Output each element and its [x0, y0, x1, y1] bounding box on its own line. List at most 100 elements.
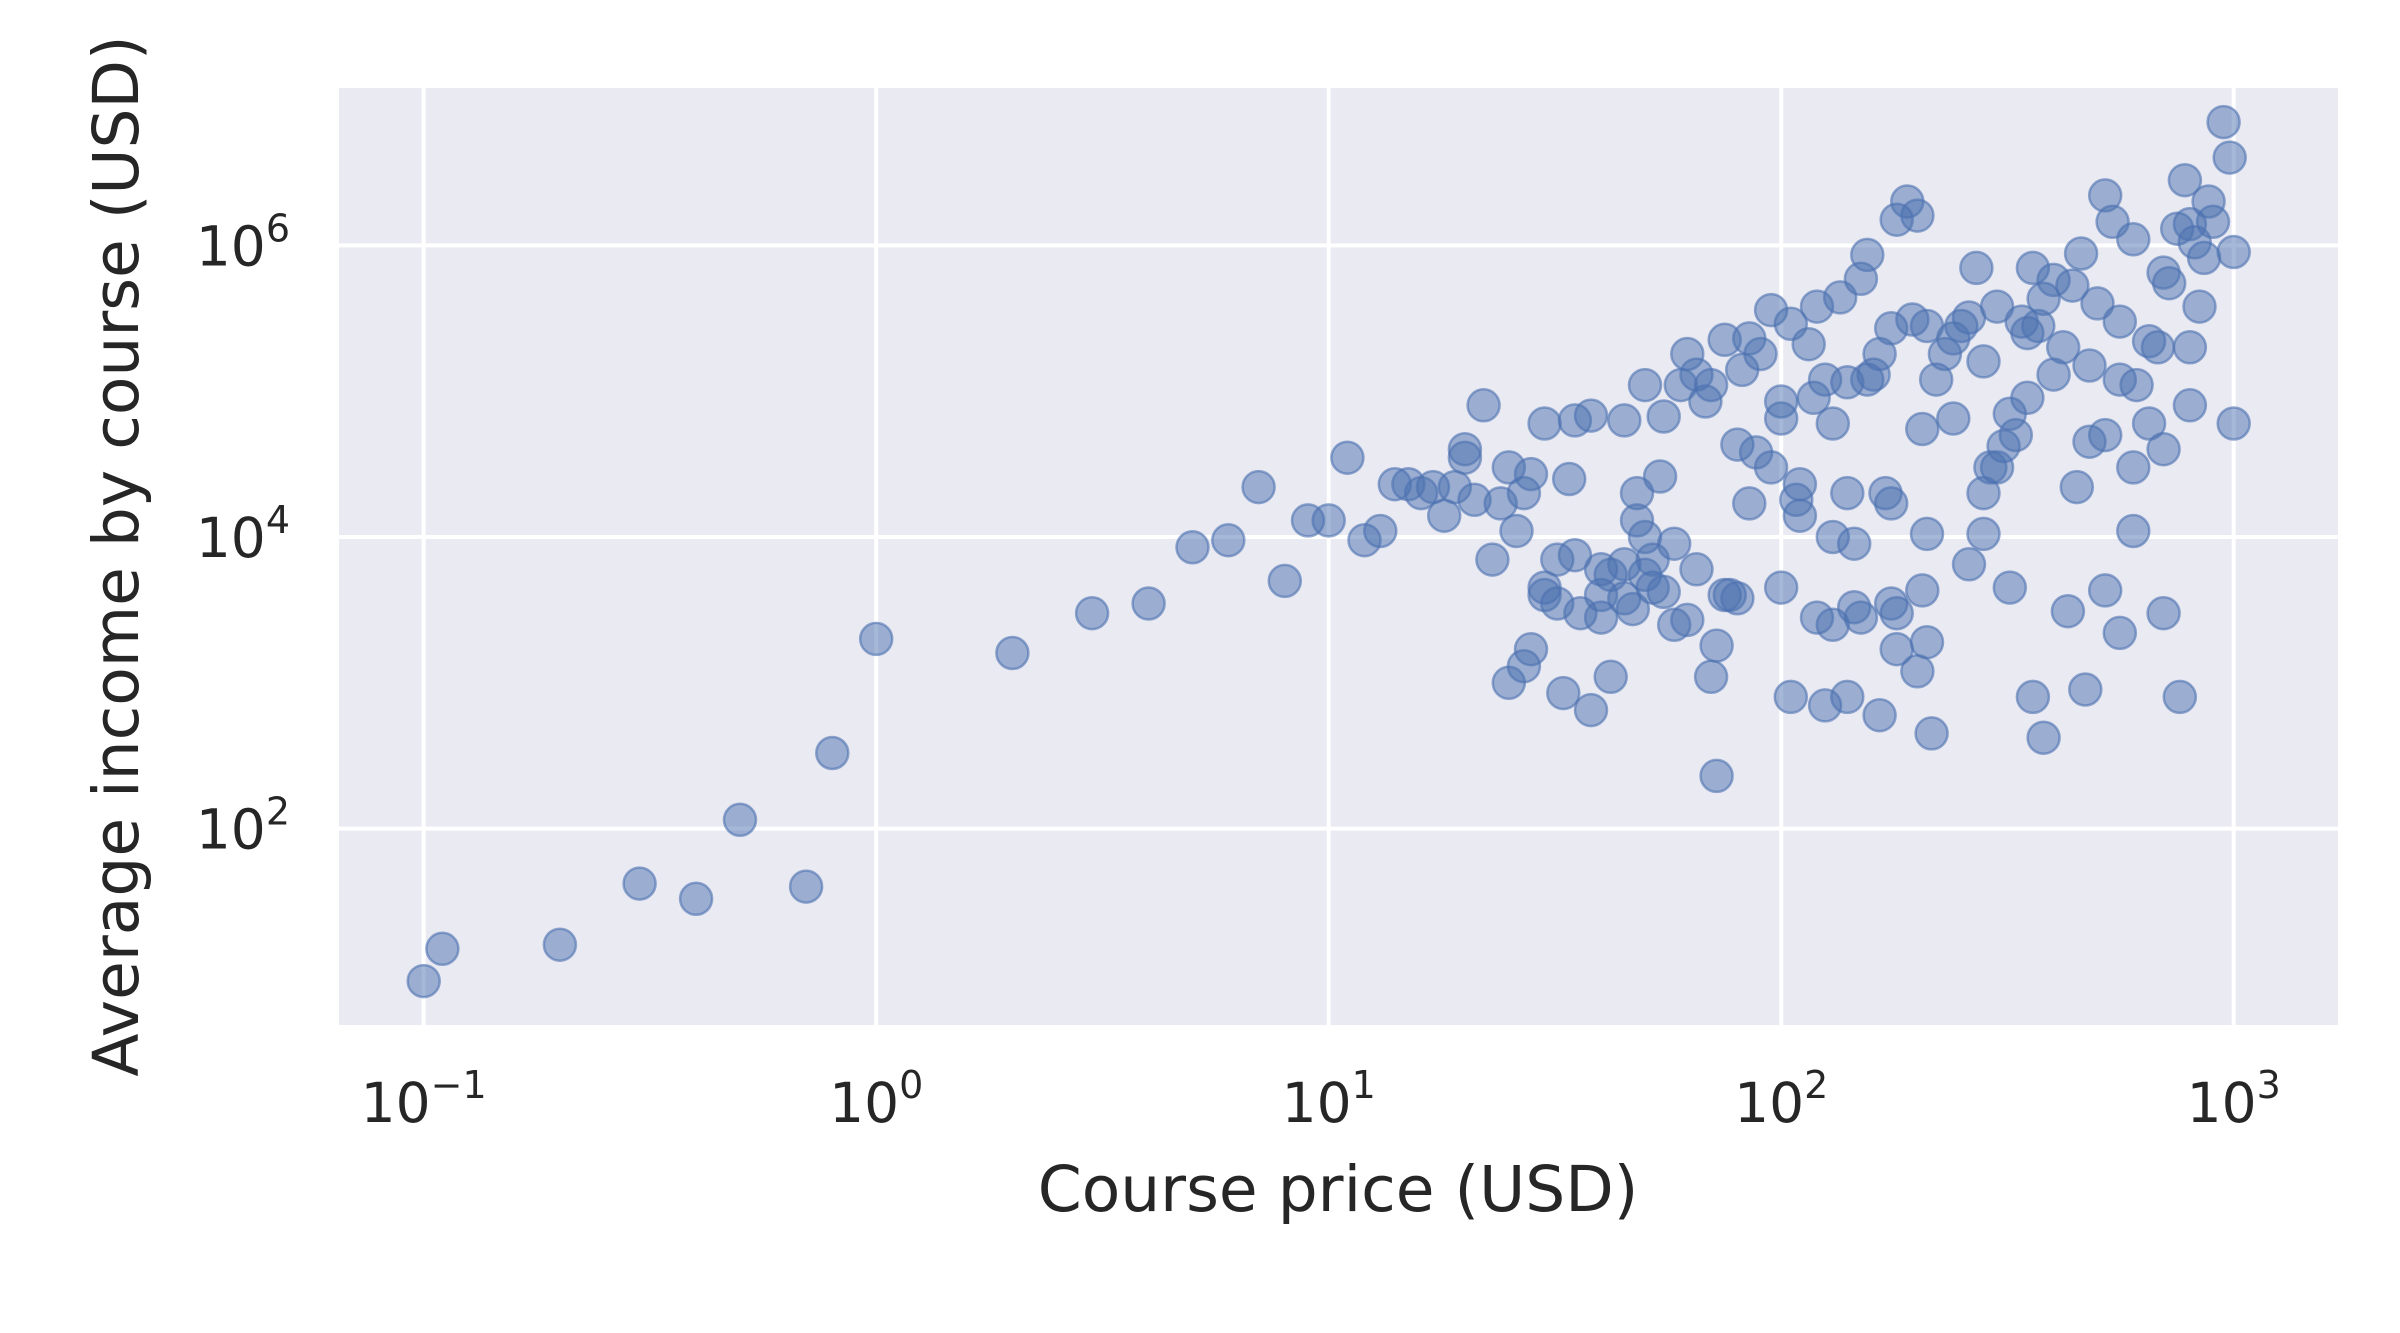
data-point [1513, 456, 1549, 492]
data-point [2151, 265, 2187, 301]
data-point [1311, 503, 1346, 538]
data-point [1959, 250, 1994, 286]
x-axis-label: Course price (USD) [1038, 1153, 1639, 1226]
data-point [1909, 624, 1945, 660]
data-point [1992, 570, 2028, 605]
data-point [1557, 537, 1593, 573]
data-point [1879, 595, 1914, 631]
data-point [1583, 600, 1619, 635]
data-point [2182, 289, 2217, 324]
data-point [1175, 530, 1210, 565]
data-point [2172, 330, 2208, 365]
data-point [2216, 406, 2251, 441]
data-point [1241, 469, 1276, 505]
data-point [1773, 679, 1809, 715]
data-point [815, 735, 850, 771]
data-point [1699, 628, 1734, 663]
data-point [1646, 574, 1681, 610]
data-point [2186, 240, 2222, 276]
data-point [858, 621, 894, 657]
data-points [406, 104, 2251, 999]
data-point [1679, 552, 1714, 587]
data-point [1763, 384, 1799, 419]
data-point [1615, 591, 1651, 627]
data-point [1074, 595, 1110, 631]
data-point [1447, 440, 1483, 475]
data-point [1732, 486, 1767, 521]
data-point [2116, 513, 2151, 549]
data-point [2010, 380, 2045, 416]
data-point [1791, 326, 1826, 362]
data-point [2010, 315, 2045, 351]
data-point [1642, 459, 1678, 494]
data-point [1607, 547, 1642, 582]
data-point [1513, 631, 1549, 667]
data-point [2063, 236, 2099, 271]
x-tick-label: 101 [1282, 1063, 1376, 1135]
data-point [1330, 440, 1365, 475]
data-point [2102, 304, 2138, 339]
data-point [1782, 498, 1818, 533]
data-point [1670, 602, 1705, 638]
data-point [2216, 234, 2251, 270]
data-point [1426, 498, 1462, 533]
data-point [1499, 513, 1534, 549]
data-point [2206, 104, 2241, 140]
data-point [2167, 162, 2203, 198]
x-tick-label: 102 [1734, 1063, 1828, 1135]
data-point [1914, 716, 1949, 751]
data-point [1527, 570, 1562, 605]
y-axis-label: Average income by course (USD) [80, 35, 153, 1076]
data-point [2102, 362, 2138, 397]
data-point [788, 869, 824, 904]
data-point [1527, 406, 1562, 441]
data-point [1763, 570, 1799, 605]
y-tick-label: 102 [196, 790, 290, 862]
data-point [1699, 758, 1734, 794]
data-point [1830, 475, 1865, 511]
data-point [2087, 417, 2123, 453]
data-point [2080, 286, 2115, 321]
data-point [2036, 357, 2071, 392]
data-point [995, 635, 1030, 671]
data-point [1573, 692, 1609, 728]
data-point [1546, 675, 1581, 711]
y-tick-label: 104 [196, 498, 290, 570]
data-point [1646, 399, 1681, 434]
data-point [622, 866, 657, 901]
data-point [2116, 222, 2151, 257]
data-point [1627, 519, 1663, 555]
data-point [678, 881, 714, 917]
x-tick-label: 100 [829, 1063, 923, 1135]
data-point [1782, 466, 1818, 502]
data-point [1211, 522, 1246, 558]
data-point [1998, 417, 2034, 453]
data-point [2172, 388, 2208, 423]
data-point [722, 802, 758, 838]
data-point [1850, 362, 1885, 397]
data-point [1873, 486, 1909, 521]
y-tick-labels: 102 104 106 [196, 206, 290, 861]
data-point [1475, 542, 1510, 577]
data-point [1966, 516, 2001, 552]
data-point [1951, 547, 1987, 582]
data-point [1900, 198, 1935, 233]
data-point [2072, 348, 2107, 383]
data-point [2195, 204, 2231, 240]
data-point [2050, 593, 2086, 629]
data-point [1627, 367, 1663, 403]
data-point [1656, 526, 1692, 561]
data-point [1466, 388, 1501, 423]
data-point [1720, 581, 1755, 616]
data-point [1979, 450, 2015, 485]
data-point [425, 931, 460, 967]
data-point [1900, 654, 1935, 689]
grid-lines [339, 88, 2338, 1025]
x-tick-labels: 10−1 100 101 102 103 [361, 1063, 2281, 1135]
data-point [2162, 679, 2198, 715]
data-point [2146, 431, 2181, 467]
data-point [1743, 336, 1778, 372]
data-point [1753, 450, 1789, 485]
data-point [1843, 600, 1879, 635]
data-point [2212, 140, 2247, 175]
